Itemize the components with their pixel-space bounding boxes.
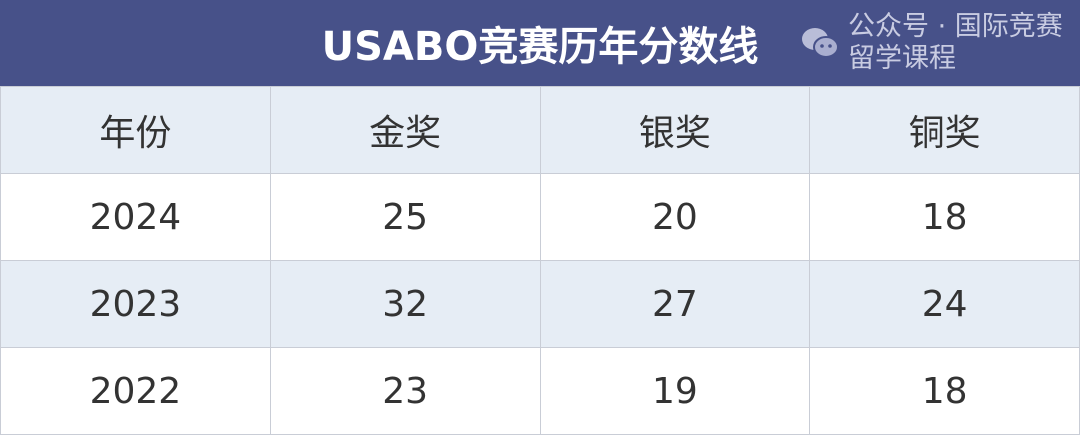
header-bronze: 铜奖 [809, 86, 1080, 174]
cell-silver: 19 [539, 347, 811, 435]
cell-bronze: 18 [809, 347, 1080, 435]
table-row: 2024 25 20 18 [0, 173, 1080, 261]
cell-bronze: 18 [809, 173, 1080, 261]
cell-year: 2022 [0, 347, 271, 435]
table-title: USABO竞赛历年分数线 [0, 0, 1080, 86]
score-table: 年份 金奖 银奖 铜奖 2024 25 20 18 2023 32 27 24 … [0, 86, 1080, 435]
cell-silver: 27 [539, 260, 811, 348]
header-silver: 银奖 [539, 86, 811, 174]
cell-gold: 32 [269, 260, 541, 348]
header-row: 年份 金奖 银奖 铜奖 [0, 86, 1080, 174]
cell-bronze: 24 [809, 260, 1080, 348]
cell-gold: 23 [269, 347, 541, 435]
header-gold: 金奖 [269, 86, 541, 174]
header-year: 年份 [0, 86, 271, 174]
cell-year: 2024 [0, 173, 271, 261]
table-row: 2022 23 19 18 [0, 347, 1080, 435]
cell-gold: 25 [269, 173, 541, 261]
cell-silver: 20 [539, 173, 811, 261]
cell-year: 2023 [0, 260, 271, 348]
table-row: 2023 32 27 24 [0, 260, 1080, 348]
